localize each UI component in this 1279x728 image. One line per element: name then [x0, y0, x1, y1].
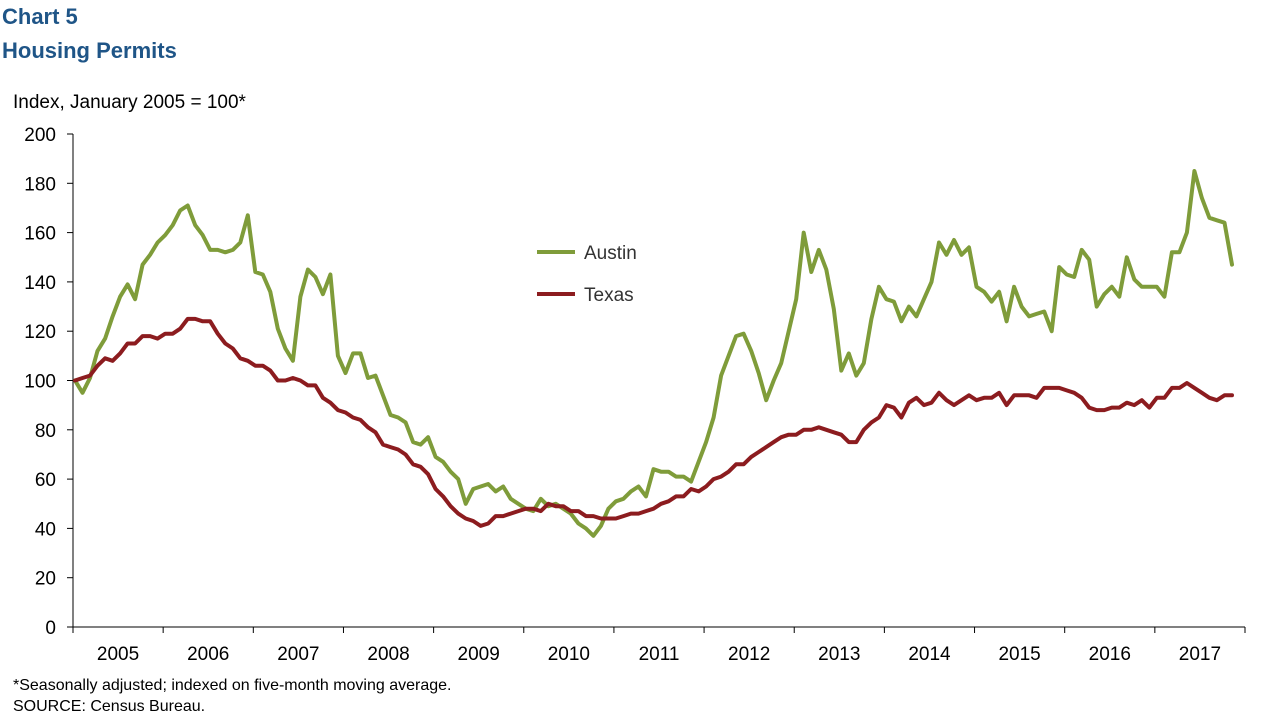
legend: Austin Texas [537, 243, 637, 306]
y-tick-label: 100 [24, 372, 56, 393]
y-tick-label: 140 [24, 273, 56, 294]
footnote: *Seasonally adjusted; indexed on five-mo… [13, 677, 452, 694]
x-axis: 2005 2006 2007 2008 2009 2010 2011 2012 2013 2014… [72, 626, 1246, 665]
x-tick-label: 2013 [818, 644, 860, 665]
series-line-texas [73, 316, 1234, 528]
y-tick-label: 0 [45, 618, 56, 639]
x-tick-label: 2005 [97, 644, 139, 665]
y-tick-label: 60 [35, 470, 56, 491]
y-tick-label: 20 [35, 569, 56, 590]
y-tick-label: 180 [24, 174, 56, 195]
y-tick-label: 200 [24, 125, 56, 146]
x-tick-label: 2007 [277, 644, 319, 665]
y-axis-label: Index, January 2005 = 100* [13, 92, 246, 113]
y-tick-label: 160 [24, 224, 56, 245]
x-tick-label: 2017 [1179, 644, 1221, 665]
series-group [73, 169, 1234, 538]
x-tick-label: 2008 [367, 644, 409, 665]
x-tick-label: 2009 [458, 644, 500, 665]
chart-title: Housing Permits [2, 38, 177, 63]
source-note: SOURCE: Census Bureau. [13, 698, 206, 715]
y-tick-label: 40 [35, 519, 56, 540]
chart-number: Chart 5 [2, 4, 78, 29]
legend-label-austin: Austin [584, 243, 637, 264]
y-axis: 0 20 40 60 80 100 120 140 160 180 200 [24, 125, 74, 639]
x-tick-label: 2014 [908, 644, 951, 665]
y-tick-label: 80 [35, 421, 56, 442]
x-tick-label: 2012 [728, 644, 770, 665]
x-tick-label: 2010 [548, 644, 590, 665]
legend-label-texas: Texas [584, 285, 634, 306]
x-tick-label: 2006 [187, 644, 229, 665]
y-tick-label: 120 [24, 322, 56, 343]
series-line-austin [73, 169, 1234, 538]
x-tick-label: 2015 [998, 644, 1040, 665]
x-tick-label: 2011 [639, 644, 680, 665]
x-tick-label: 2016 [1089, 644, 1131, 665]
